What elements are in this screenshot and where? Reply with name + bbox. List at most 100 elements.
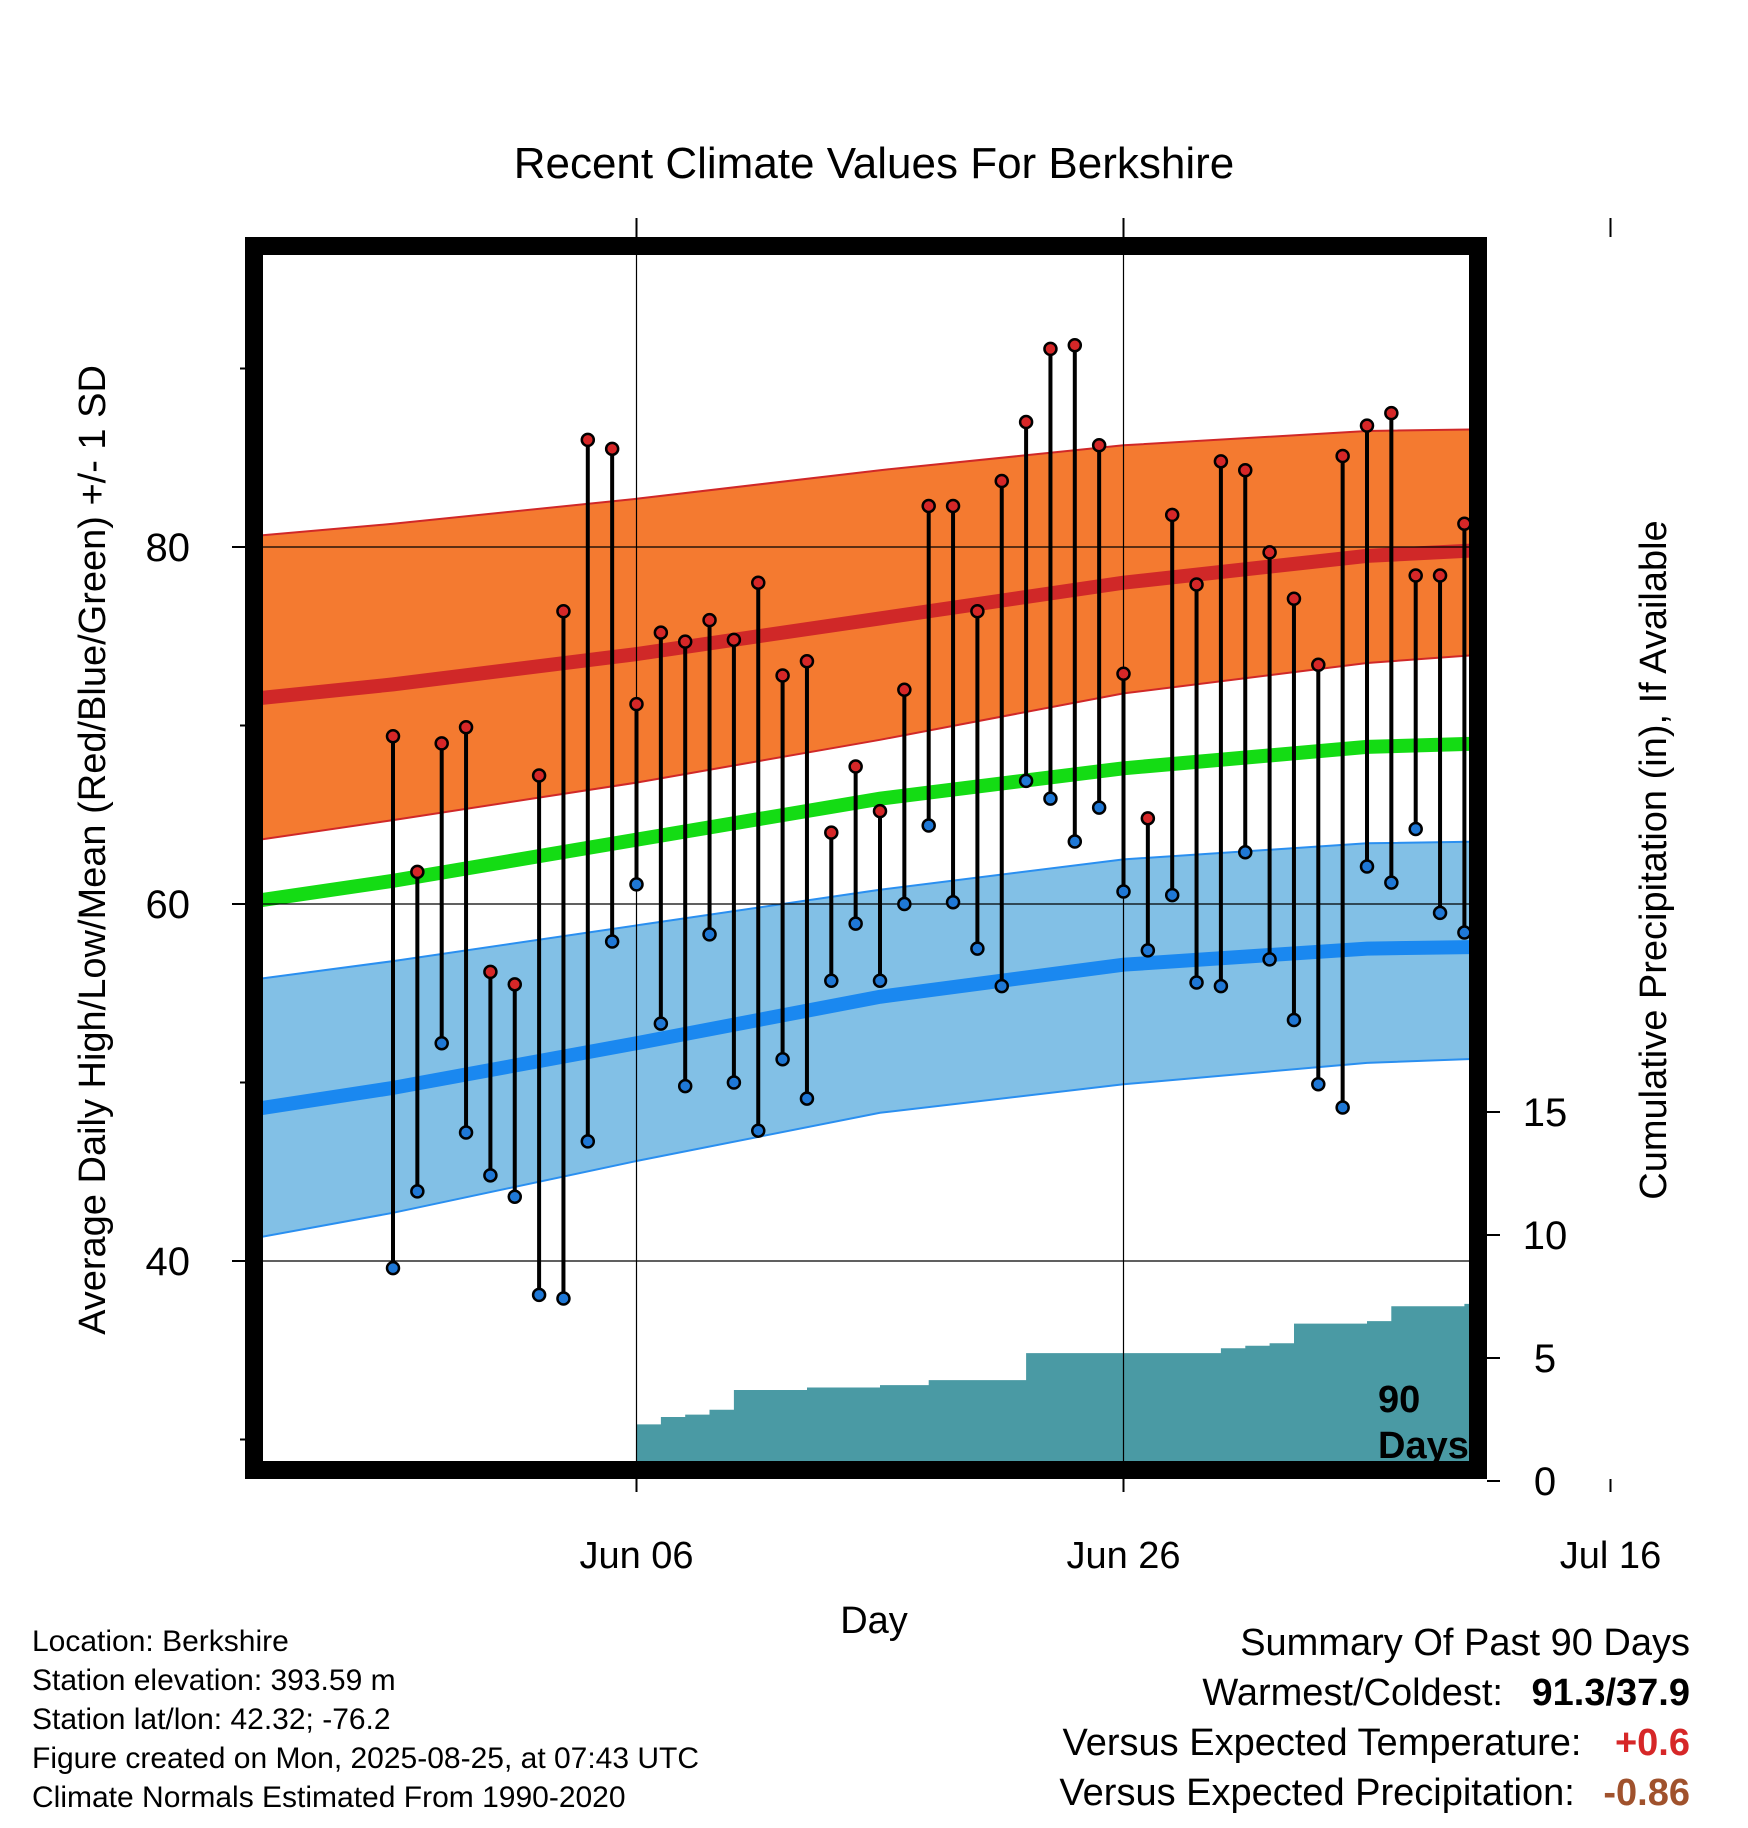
low-point [1286,1012,1302,1028]
summary-precip-row: Versus Expected Precipitation: -0.86 [1059,1768,1690,1818]
high-point [1091,438,1107,453]
high-point [556,604,571,619]
low-point [970,941,985,956]
high-point [726,632,742,648]
low-point [1043,791,1058,806]
station-info: Location: Berkshire Station elevation: 3… [32,1622,699,1817]
low-point [1018,773,1034,789]
low-point [945,894,961,910]
low-point [629,877,644,892]
summary-precip-value: -0.86 [1603,1772,1690,1814]
low-point [1457,925,1472,940]
x-tick-label: Jul 16 [1560,1535,1661,1577]
summary-temp-row: Versus Expected Temperature: +0.6 [1059,1718,1690,1768]
high-point [751,575,766,590]
low-point [1140,943,1156,958]
high-point [1238,462,1253,478]
high-point [1286,591,1302,607]
high-point [458,720,474,735]
high-point [1067,338,1083,353]
x-tick-label: Jun 26 [1066,1535,1180,1577]
low-point [434,1035,449,1051]
low-point [751,1123,766,1138]
low-point [1262,952,1277,967]
high-point [1189,577,1204,592]
low-point [1091,800,1107,815]
low-point [1164,887,1180,903]
low-point [556,1291,571,1306]
high-point [531,768,547,783]
info-created: Figure created on Mon, 2025-08-25, at 07… [32,1742,700,1775]
low-point [410,1184,425,1199]
low-point [1189,975,1204,990]
low-point [507,1189,522,1204]
low-point [483,1168,498,1183]
high-point [434,736,449,751]
summary-panel: Summary Of Past 90 Days Warmest/Coldest:… [1059,1618,1690,1818]
low-point [1213,978,1229,994]
high-point [1531,461,1543,473]
low-point [1605,898,1617,910]
low-point [1580,873,1592,885]
high-point [1116,666,1131,681]
high-point [970,604,985,619]
low-point [1238,844,1253,860]
y-tick-label: 80 [146,526,191,570]
high-point [897,682,912,698]
y-tick-label: 60 [146,883,191,927]
high-point [994,473,1009,489]
low-point [677,1078,693,1094]
high-point [385,728,401,744]
high-point [580,432,596,448]
high-point [410,864,425,880]
info-normals: Climate Normals Estimated From 1990-2020 [32,1781,626,1814]
y2-tick-label: 10 [1523,1214,1568,1258]
high-point [1311,657,1326,673]
low-point [1116,884,1131,899]
low-point [872,973,888,989]
summary-warmest-value: 91.3/37.9 [1531,1672,1690,1714]
low-point [1507,812,1519,824]
high-point [604,441,620,457]
low-sd-band [254,841,1478,1239]
low-point [385,1260,401,1276]
low-lower-edge [254,1057,1478,1240]
high-point [1507,455,1519,467]
y2-tick-label: 5 [1534,1337,1556,1381]
low-point [1678,1082,1690,1094]
high-point [1164,507,1180,523]
low-point [1067,834,1083,849]
summary-precip-label: Versus Expected Precipitation: [1059,1772,1575,1814]
low-point [848,916,863,931]
plot-frame [245,237,1487,1479]
low-point [1702,907,1714,919]
high-point [1580,462,1592,474]
x-axis-label: Day [840,1600,908,1642]
high-point [1726,707,1738,719]
high-point [1678,537,1690,549]
high-point [775,668,790,683]
precip-area [612,1303,1478,1470]
high-point [1605,409,1617,421]
low-point [1384,875,1399,890]
high-point [945,498,961,514]
high-point [1432,568,1448,583]
y-tick-label: 40 [146,1240,191,1284]
low-point [702,927,717,942]
info-elevation: Station elevation: 393.59 m [32,1664,396,1697]
high-point [1408,568,1423,583]
high-point [1702,495,1714,507]
high-point [1556,545,1568,557]
summary-title: Summary Of Past 90 Days [1240,1622,1690,1664]
high-point [507,977,522,992]
high-point [872,803,888,819]
high-point [1335,448,1350,464]
low-point [726,1075,742,1090]
plot-area [254,246,1738,1470]
high-point [629,696,644,712]
mean-normal-line [254,736,1478,909]
low-point [994,978,1009,994]
high-point [677,634,693,649]
low-point [897,896,912,912]
